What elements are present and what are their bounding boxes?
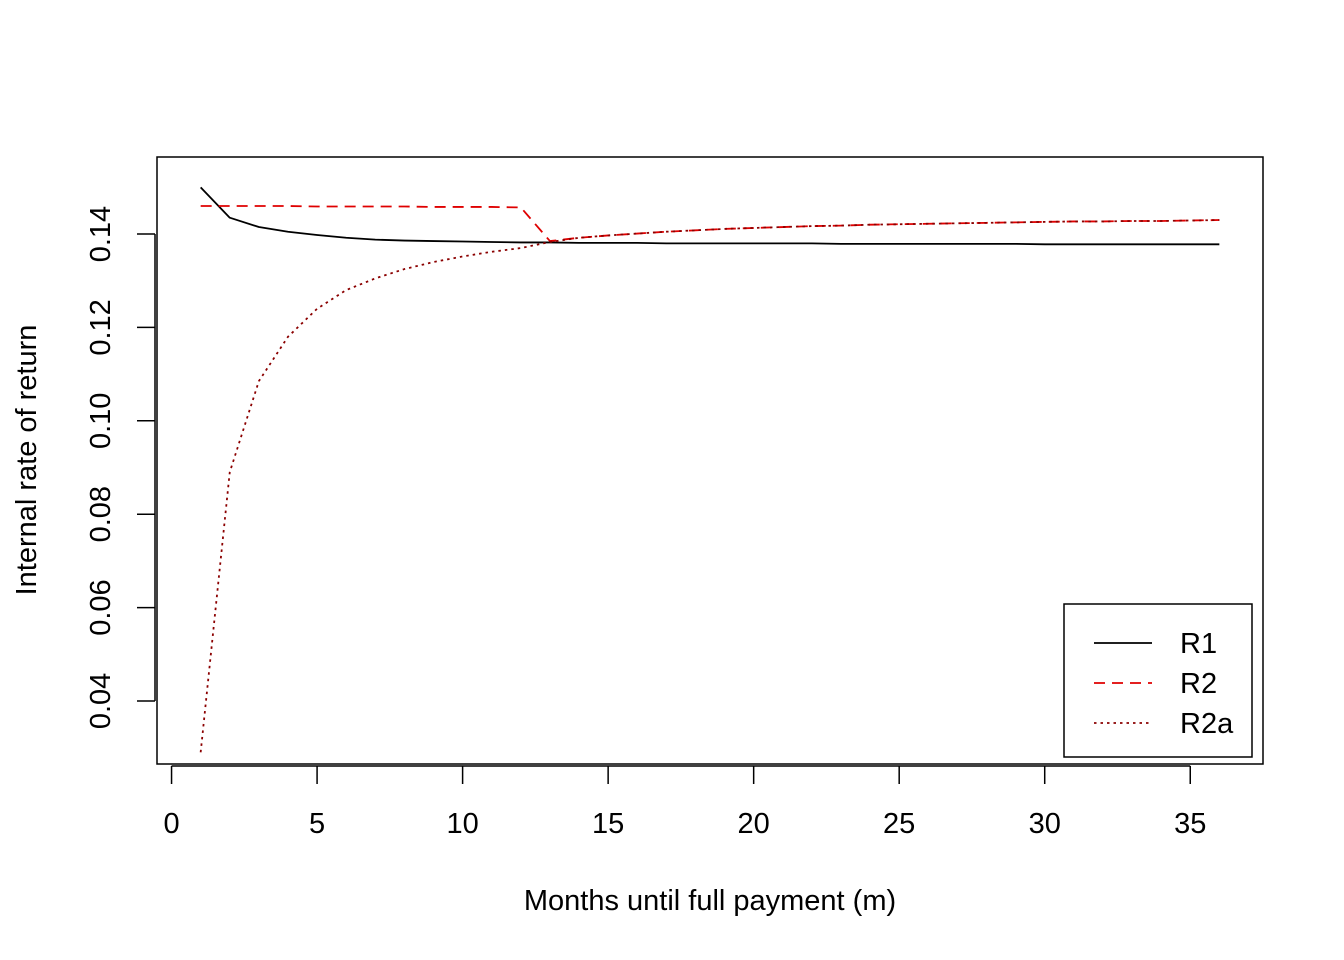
x-tick-label: 35 — [1174, 808, 1206, 840]
y-tick-label: 0.04 — [85, 673, 117, 729]
x-axis-title: Months until full payment (m) — [524, 885, 896, 917]
x-axis: 0 5 10 15 20 25 30 35 — [163, 765, 1206, 840]
x-tick-label: 10 — [446, 808, 478, 840]
x-tick-label: 5 — [309, 808, 325, 840]
legend-box — [1063, 603, 1253, 758]
y-tick-label: 0.06 — [85, 579, 117, 635]
series-line-r2 — [200, 205, 1220, 242]
plot-frame — [156, 156, 1264, 765]
x-tick-label: 25 — [883, 808, 915, 840]
y-tick-label: 0.12 — [85, 299, 117, 355]
y-axis-title: Internal rate of return — [11, 325, 43, 596]
series-line-r1 — [200, 186, 1220, 246]
y-tick-label: 0.08 — [85, 486, 117, 542]
x-tick-label: 0 — [163, 808, 179, 840]
series-layer — [199, 186, 1220, 753]
x-tick-label: 30 — [1029, 808, 1061, 840]
x-tick-label: 15 — [592, 808, 624, 840]
x-tick-label: 20 — [738, 808, 770, 840]
legend-label-r2: R2 — [1180, 668, 1217, 700]
series-line-r2a — [199, 219, 1220, 753]
legend: R1 R2 R2a — [1063, 603, 1253, 758]
y-axis: 0.04 0.06 0.08 0.10 0.12 0.14 — [85, 206, 156, 729]
legend-label-r1: R1 — [1180, 628, 1217, 660]
y-tick-label: 0.14 — [85, 206, 117, 262]
y-tick-label: 0.10 — [85, 393, 117, 449]
legend-label-r2a: R2a — [1180, 708, 1234, 740]
